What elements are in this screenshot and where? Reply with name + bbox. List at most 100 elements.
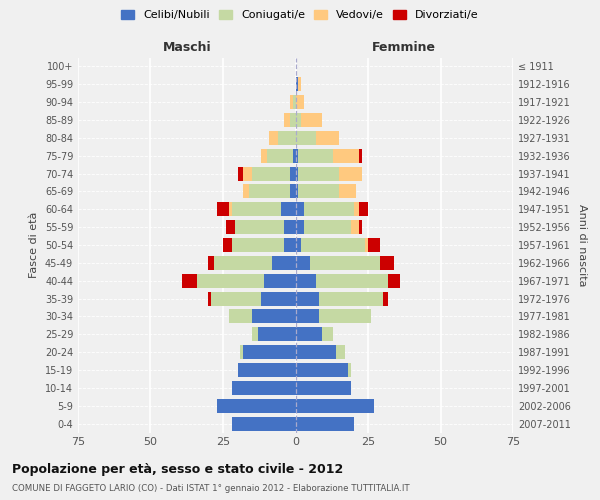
Bar [266,148,293,162]
Bar [296,78,298,91]
Bar [241,345,244,359]
Bar [281,202,296,216]
Bar [244,345,296,359]
Text: Maschi: Maschi [163,41,211,54]
Bar [296,95,304,109]
Bar [296,381,350,395]
Bar [209,292,211,306]
Y-axis label: Anni di nascita: Anni di nascita [577,204,587,286]
Bar [296,148,298,162]
Text: COMUNE DI FAGGETO LARIO (CO) - Dati ISTAT 1° gennaio 2012 - Elaborazione TUTTITA: COMUNE DI FAGGETO LARIO (CO) - Dati ISTA… [12,484,410,493]
Bar [296,131,316,145]
Bar [293,148,296,162]
Bar [182,274,197,287]
Bar [263,274,296,287]
Bar [284,113,290,127]
Bar [388,274,400,287]
Bar [290,184,296,198]
Y-axis label: Fasce di età: Fasce di età [29,212,39,278]
Bar [359,148,362,162]
Bar [296,363,348,377]
Bar [232,202,281,216]
Bar [296,416,353,430]
Bar [296,220,304,234]
Bar [348,363,350,377]
Bar [252,310,296,324]
Bar [296,399,374,412]
Bar [223,238,232,252]
Bar [272,256,296,270]
Bar [333,148,359,162]
Bar [336,345,345,359]
Bar [316,274,388,287]
Bar [290,113,296,127]
Bar [296,166,298,180]
Bar [260,148,266,162]
Text: Popolazione per età, sesso e stato civile - 2012: Popolazione per età, sesso e stato civil… [12,462,343,475]
Bar [229,202,232,216]
Bar [365,238,368,252]
Bar [316,131,339,145]
Bar [380,256,394,270]
Bar [197,274,263,287]
Bar [249,184,290,198]
Bar [252,166,290,180]
Bar [296,292,319,306]
Bar [284,238,296,252]
Bar [238,166,244,180]
Bar [322,328,333,341]
Bar [269,131,278,145]
Bar [353,202,359,216]
Bar [238,363,296,377]
Bar [217,399,296,412]
Bar [296,310,319,324]
Bar [296,238,301,252]
Bar [298,184,339,198]
Bar [252,328,258,341]
Bar [368,238,380,252]
Bar [339,166,362,180]
Bar [293,95,296,109]
Legend: Celibi/Nubili, Coniugati/e, Vedovi/e, Divorziati/e: Celibi/Nubili, Coniugati/e, Vedovi/e, Di… [117,6,483,25]
Bar [235,220,284,234]
Bar [383,292,388,306]
Bar [226,220,235,234]
Bar [296,184,298,198]
Bar [278,131,296,145]
Bar [319,292,383,306]
Bar [209,256,214,270]
Bar [359,202,368,216]
Bar [258,328,296,341]
Bar [296,202,304,216]
Bar [217,202,229,216]
Bar [319,310,371,324]
Bar [296,345,336,359]
Bar [296,256,310,270]
Bar [339,184,356,198]
Bar [290,166,296,180]
Bar [244,166,252,180]
Bar [304,220,350,234]
Text: Femmine: Femmine [372,41,436,54]
Bar [298,78,301,91]
Bar [304,202,353,216]
Bar [232,238,284,252]
Bar [359,220,362,234]
Bar [301,238,365,252]
Bar [296,328,322,341]
Bar [298,148,333,162]
Bar [296,274,316,287]
Bar [229,310,252,324]
Bar [350,220,359,234]
Bar [301,113,322,127]
Bar [260,292,296,306]
Bar [232,381,296,395]
Bar [296,113,301,127]
Bar [214,256,272,270]
Bar [298,166,339,180]
Bar [211,292,260,306]
Bar [244,184,249,198]
Bar [284,220,296,234]
Bar [310,256,380,270]
Bar [290,95,293,109]
